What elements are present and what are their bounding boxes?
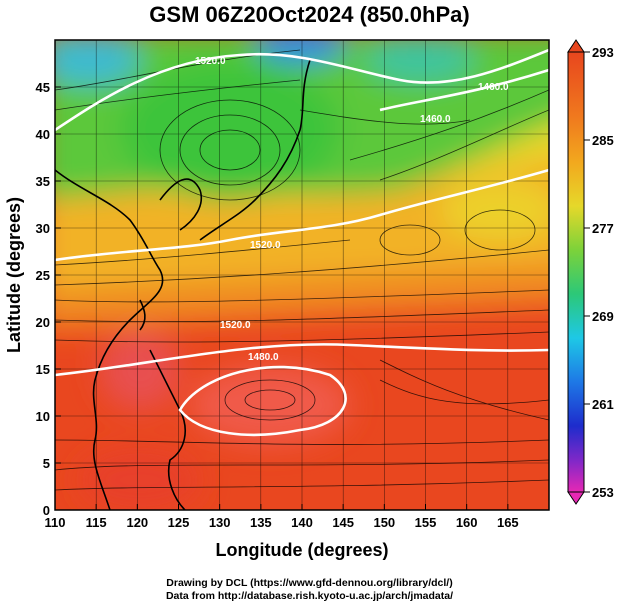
x-tick-label: 165 (497, 515, 519, 530)
contour-label-4: 1520.0 (250, 240, 281, 251)
y-tick-label: 25 (36, 268, 50, 283)
grid-lines (55, 40, 549, 510)
coastlines (55, 59, 311, 510)
streamlines (55, 49, 549, 491)
contours (55, 48, 549, 437)
colorbar-tick-label: 285 (592, 133, 614, 148)
y-tick-label: 30 (36, 221, 50, 236)
y-tick-label: 0 (43, 503, 50, 518)
contour-label-6: 1480.0 (248, 352, 279, 363)
colorbar: 293 285 277 269 261 253 (567, 39, 614, 505)
x-tick-label: 130 (209, 515, 231, 530)
contour-labels: 1520.0 1460.0 1460.0 1520.0 1520.0 1480.… (195, 56, 509, 363)
contour-label-1: 1520.0 (195, 56, 226, 67)
x-tick-label: 110 (45, 515, 66, 530)
colorbar-tick-label: 293 (592, 45, 614, 60)
colorbar-top-arrow (567, 39, 585, 53)
chart-title: GSM 06Z20Oct2024 (850.0hPa) (149, 2, 470, 27)
x-tick-label: 115 (86, 515, 107, 530)
y-tick-label: 45 (36, 80, 50, 95)
x-tick-label: 120 (126, 515, 148, 530)
colorbar-tick-label: 269 (592, 309, 614, 324)
contour-label-2: 1460.0 (478, 82, 509, 93)
y-tick-label: 20 (36, 315, 50, 330)
colorbar-bar (567, 51, 585, 493)
colorbar-tick-label: 261 (592, 397, 614, 412)
colorbar-tick-label: 253 (592, 485, 614, 500)
colorbar-tick-label: 277 (592, 221, 614, 236)
x-tick-label: 145 (332, 515, 354, 530)
y-tick-label: 15 (36, 362, 50, 377)
y-tick-label: 40 (36, 127, 50, 142)
x-axis-ticks: 110 115 120 125 130 135 140 145 150 155 160 165 (45, 504, 519, 530)
x-tick-label: 150 (373, 515, 395, 530)
y-tick-label: 35 (36, 174, 50, 189)
x-tick-label: 140 (291, 515, 313, 530)
x-tick-label: 160 (456, 515, 478, 530)
footer-source: Data from http://database.rish.kyoto-u.a… (165, 590, 454, 602)
x-axis-title: Longitude (degrees) (215, 540, 388, 560)
x-tick-label: 155 (415, 515, 437, 530)
colorbar-bottom-arrow (567, 491, 585, 505)
contour-label-5: 1520.0 (220, 320, 251, 331)
x-tick-label: 125 (168, 515, 190, 530)
contour-label-3: 1460.0 (420, 114, 451, 125)
y-tick-label: 5 (43, 456, 50, 471)
x-tick-label: 135 (250, 515, 272, 530)
footer-credit: Drawing by DCL (https://www.gfd-dennou.o… (166, 577, 453, 589)
y-axis-ticks: 0 5 10 15 20 25 30 35 40 45 (36, 80, 61, 518)
y-tick-label: 10 (36, 409, 50, 424)
y-axis-title: Latitude (degrees) (4, 197, 24, 353)
